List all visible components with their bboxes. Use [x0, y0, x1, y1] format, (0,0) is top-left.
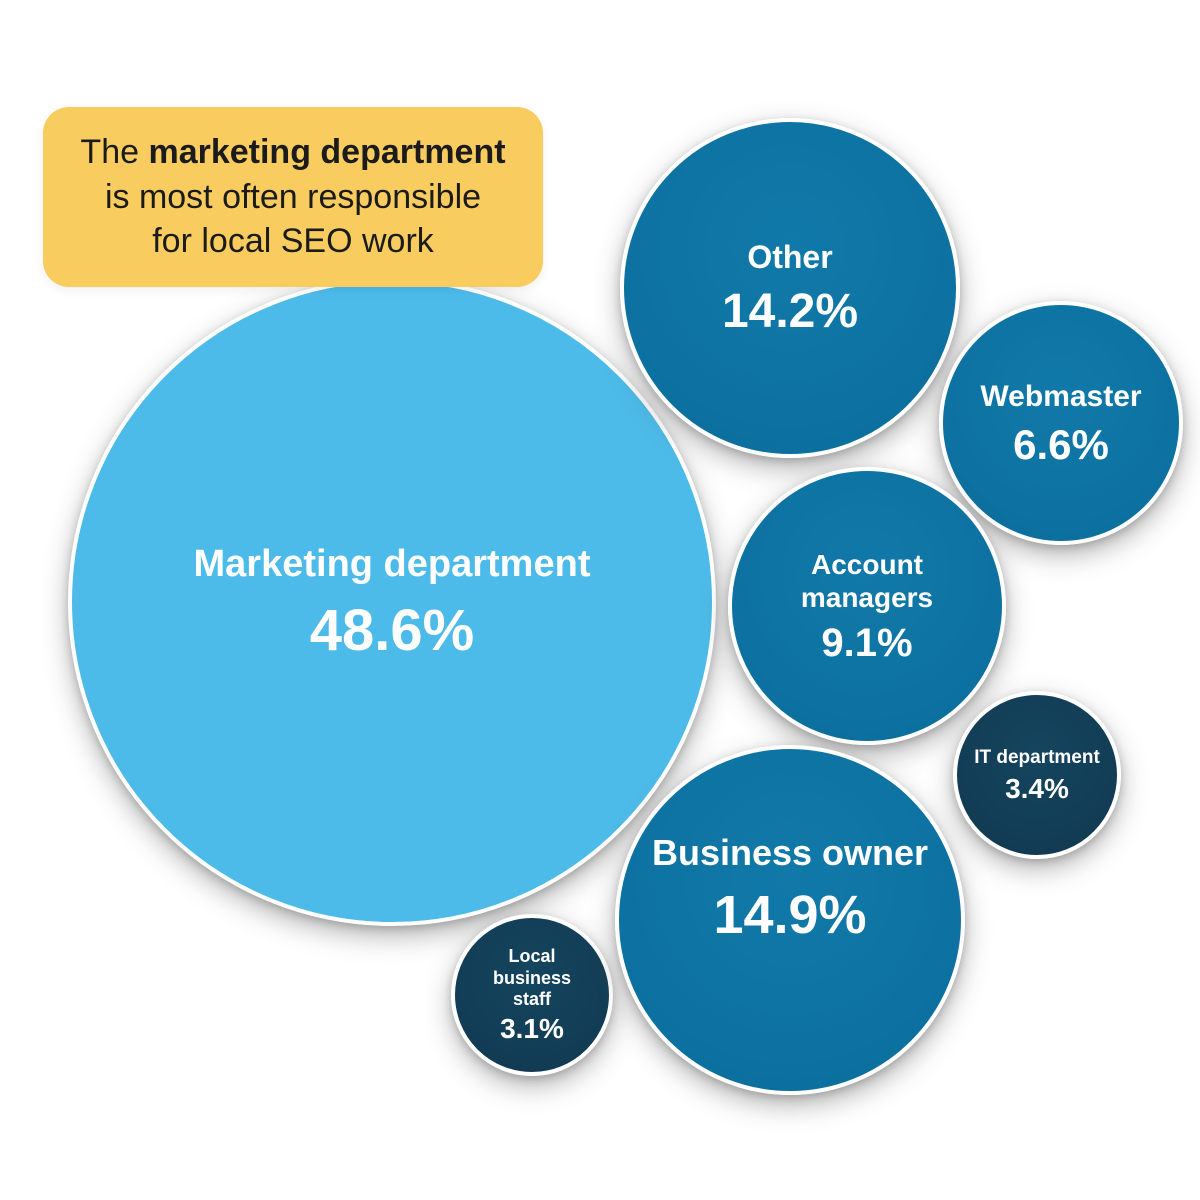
bubble-content: IT department 3.4%: [974, 747, 1100, 803]
bubble-local-business-staff: Local business staff 3.1%: [451, 914, 613, 1076]
bubble-label: Other: [747, 238, 833, 275]
bubble-content: Marketing department 48.6%: [194, 542, 591, 662]
bubble-content: Business owner 14.9%: [652, 832, 928, 943]
bubble-label: Local business staff: [492, 946, 572, 1009]
bubble-value: 9.1%: [821, 621, 913, 666]
callout-line-2: is most often responsible: [104, 177, 482, 216]
callout-box: The marketing department is most often r…: [43, 107, 543, 287]
bubble-label: Marketing department: [193, 543, 591, 586]
bubble-value: 14.9%: [713, 884, 867, 945]
bubble-label: Account managers: [800, 548, 934, 613]
bubble-label: Webmaster: [980, 380, 1142, 414]
bubble-content: Webmaster 6.6%: [980, 379, 1141, 466]
bubble-account-managers: Account managers 9.1%: [728, 467, 1006, 745]
callout-text-bold: marketing department: [148, 132, 506, 171]
bubble-value: 48.6%: [309, 597, 475, 663]
bubble-webmaster: Webmaster 6.6%: [939, 301, 1183, 545]
bubble-business-owner: Business owner 14.9%: [615, 745, 965, 1095]
bubble-value: 14.2%: [721, 284, 859, 338]
bubble-value: 3.4%: [1005, 772, 1069, 804]
bubble-content: Account managers 9.1%: [782, 548, 952, 664]
callout-text-normal: The: [80, 132, 149, 171]
bubble-value: 3.1%: [500, 1013, 564, 1045]
bubble-label: Business owner: [651, 832, 929, 874]
bubble-it-department: IT department 3.4%: [953, 691, 1121, 859]
bubble-value: 6.6%: [1013, 420, 1109, 468]
bubble-marketing-department: Marketing department 48.6%: [68, 278, 716, 926]
bubble-label: IT department: [974, 747, 1100, 769]
callout-line-3: for local SEO work: [152, 222, 434, 261]
bubble-content: Other 14.2%: [722, 239, 858, 337]
callout-line-1: The marketing department: [80, 130, 505, 175]
bubble-other: Other 14.2%: [620, 118, 960, 458]
bubble-content: Local business staff 3.1%: [473, 946, 591, 1043]
